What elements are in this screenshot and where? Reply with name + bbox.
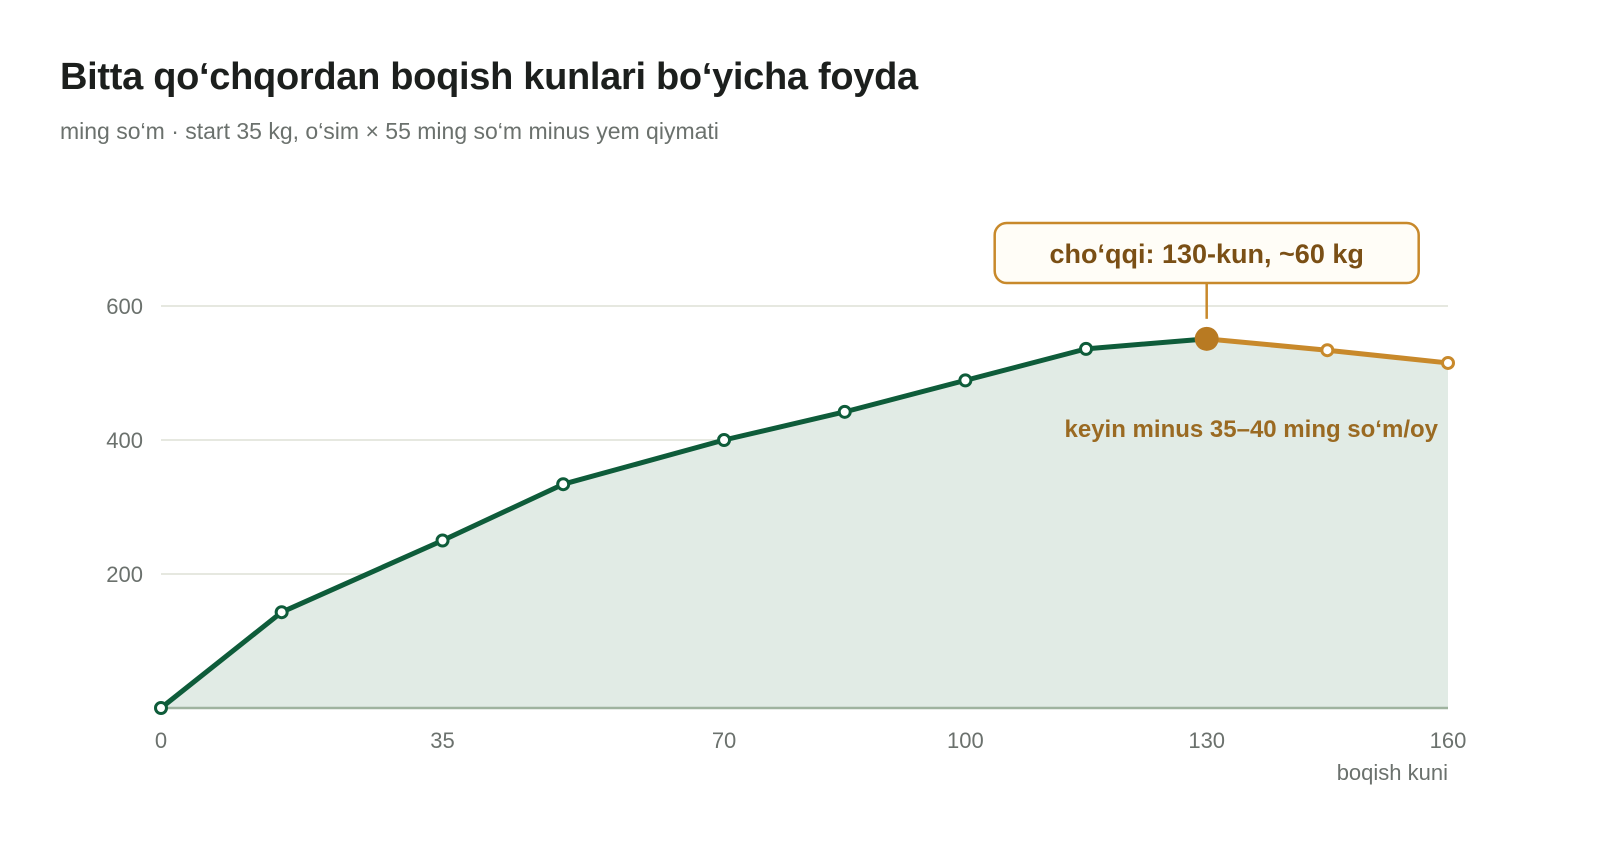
data-point [1441,355,1455,370]
x-tick-label: 100 [947,728,984,753]
peak-point [1194,326,1219,351]
x-tick-label: 0 [155,728,167,753]
profit-area [161,338,1448,708]
decline-note: keyin minus 35–40 ming so‘m/oy [1065,416,1439,443]
data-points [154,326,1455,715]
y-tick-label: 200 [106,562,143,587]
y-axis-ticks: 200 400 600 [106,294,143,587]
data-point [958,373,973,388]
y-tick-label: 400 [106,428,143,453]
data-point [556,477,571,492]
data-point [837,404,852,419]
x-tick-label: 70 [712,728,736,753]
data-point [274,605,289,620]
x-tick-label: 160 [1430,728,1467,753]
chart-title: Bitta qo‘chqordan boqish kunlari bo‘yich… [60,56,918,98]
x-axis-ticks: 0 35 70 100 130 160 [155,728,1466,753]
data-point [1079,341,1094,356]
y-tick-label: 600 [106,294,143,319]
data-point [717,433,732,447]
data-point [154,701,168,715]
chart-subtitle: ming so‘m · start 35 kg, o‘sim × 55 ming… [60,118,719,144]
x-tick-label: 130 [1188,728,1225,753]
callout-box [993,221,1420,285]
callout-label: cho‘qqi: 130-kun, ~60 kg [1050,239,1364,269]
data-point [435,533,450,548]
data-point [1320,343,1335,358]
x-axis-label: boqish kuni [1337,760,1448,785]
peak-callout: cho‘qqi: 130-kun, ~60 kg [993,221,1420,319]
x-tick-label: 35 [430,728,454,753]
